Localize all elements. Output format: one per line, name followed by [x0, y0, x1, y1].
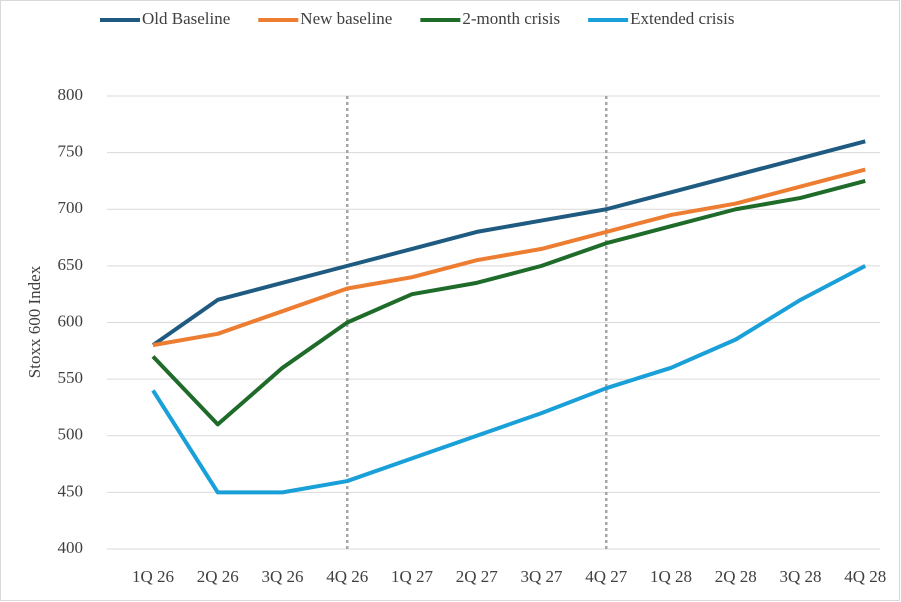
x-tick-label: 1Q 26	[132, 567, 174, 586]
x-tick-label: 3Q 27	[520, 567, 563, 586]
x-tick-label: 3Q 26	[261, 567, 303, 586]
series-line	[151, 139, 866, 347]
x-tick-label: 4Q 26	[326, 567, 368, 586]
y-tick-label: 550	[58, 368, 84, 387]
y-tick-label: 650	[58, 255, 84, 274]
legend-label: New baseline	[300, 9, 392, 28]
y-axis-label: Stoxx 600 Index	[25, 265, 44, 378]
y-tick-label: 450	[58, 481, 84, 500]
legend-label: Extended crisis	[630, 9, 734, 28]
y-tick-label: 400	[58, 538, 84, 557]
legend-label: Old Baseline	[142, 9, 230, 28]
y-tick-label: 500	[58, 425, 84, 444]
y-tick-label: 750	[58, 142, 84, 161]
x-tick-label: 3Q 28	[779, 567, 821, 586]
y-tick-label: 700	[58, 198, 84, 217]
series-line	[151, 264, 867, 495]
x-tick-label: 2Q 27	[456, 567, 499, 586]
x-tick-label: 2Q 28	[715, 567, 757, 586]
x-tick-label: 1Q 27	[391, 567, 434, 586]
series-line	[152, 167, 866, 348]
x-tick-label: 4Q 28	[844, 567, 886, 586]
y-tick-label: 800	[58, 85, 84, 104]
x-tick-label: 1Q 28	[650, 567, 692, 586]
x-tick-label: 4Q 27	[585, 567, 628, 586]
series-line	[151, 179, 866, 427]
y-tick-label: 600	[58, 311, 84, 330]
x-tick-label: 2Q 26	[197, 567, 239, 586]
legend-label: 2-month crisis	[462, 9, 560, 28]
